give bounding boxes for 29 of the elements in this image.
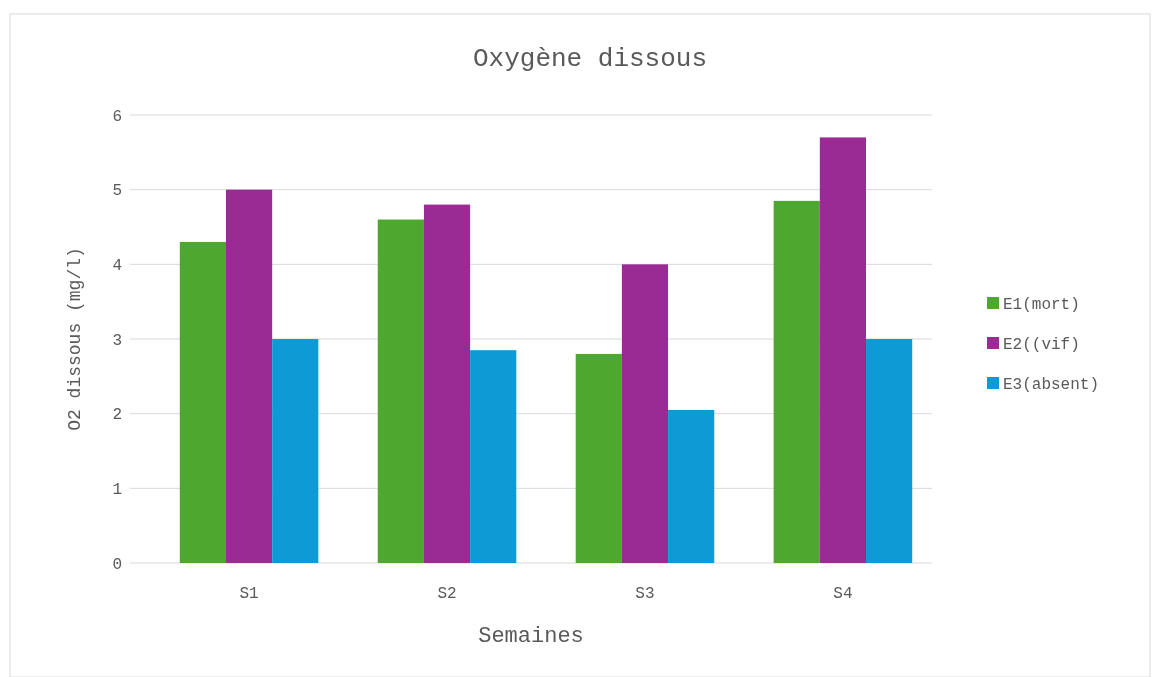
legend-label: E1(mort) (1003, 295, 1080, 314)
y-tick-label: 2 (112, 406, 122, 425)
bar (225, 189, 273, 563)
bar (470, 350, 517, 563)
bar (272, 339, 319, 563)
x-tick-label: S3 (635, 585, 655, 603)
legend-label: E2((vif) (1003, 335, 1080, 354)
bar (423, 204, 471, 563)
y-axis-title: O2 dissous (mg/l) (65, 247, 85, 431)
y-tick-label: 6 (112, 107, 122, 126)
legend-label: E3(absent) (1003, 375, 1100, 394)
y-tick-label: 3 (112, 331, 122, 350)
bar (773, 200, 820, 563)
bar (377, 219, 424, 563)
x-tick-label: S4 (833, 585, 853, 603)
bar (866, 339, 913, 563)
y-tick-label: 4 (112, 256, 122, 275)
bar (819, 137, 867, 563)
bar (179, 241, 226, 563)
bar (621, 264, 669, 563)
bar (575, 353, 622, 563)
x-axis-title: Semaines (478, 624, 584, 649)
chart-title: Oxygène dissous (472, 44, 708, 74)
y-tick-label: 0 (112, 555, 122, 574)
y-tick-label: 1 (112, 480, 122, 499)
y-tick-label: 5 (112, 182, 122, 201)
x-tick-label: S2 (437, 585, 457, 603)
x-tick-label: S1 (239, 585, 259, 603)
bar (668, 409, 715, 563)
